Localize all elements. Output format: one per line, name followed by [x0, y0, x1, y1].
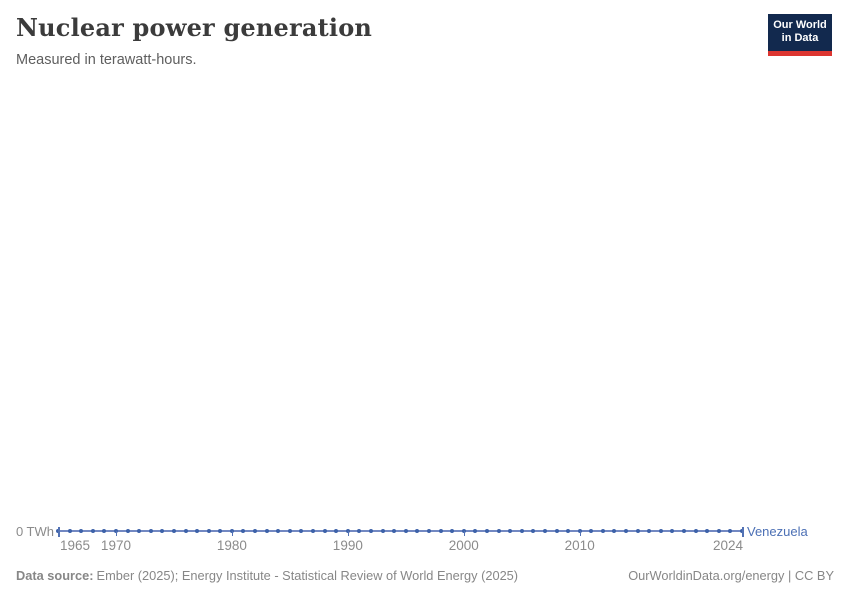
- data-point[interactable]: [670, 529, 675, 533]
- data-point[interactable]: [206, 529, 211, 533]
- x-axis-label-2000: 2000: [448, 538, 479, 553]
- data-point[interactable]: [171, 529, 176, 533]
- data-point[interactable]: [67, 529, 72, 533]
- x-axis-label-1980: 1980: [216, 538, 247, 553]
- data-point[interactable]: [624, 529, 629, 533]
- data-point[interactable]: [589, 529, 594, 533]
- chart-footer: Data source: Ember (2025); Energy Institu…: [16, 568, 834, 583]
- data-point[interactable]: [635, 529, 640, 533]
- data-point[interactable]: [137, 529, 142, 533]
- data-point[interactable]: [438, 529, 443, 533]
- x-axis-tick: [742, 527, 744, 537]
- data-point[interactable]: [612, 529, 617, 533]
- data-point[interactable]: [716, 529, 721, 533]
- data-point[interactable]: [705, 529, 710, 533]
- chart-title: Nuclear power generation: [16, 13, 373, 42]
- data-source-text: Ember (2025); Energy Institute - Statist…: [96, 568, 519, 583]
- data-point[interactable]: [322, 529, 327, 533]
- data-point[interactable]: [693, 529, 698, 533]
- owid-logo[interactable]: Our World in Data: [768, 14, 832, 56]
- x-axis-label-2024: 2024: [712, 538, 743, 553]
- owid-logo-line1: Our World: [773, 19, 827, 31]
- data-point[interactable]: [484, 529, 489, 533]
- x-axis-tick: [579, 531, 581, 536]
- data-point[interactable]: [542, 529, 547, 533]
- x-axis-label-1990: 1990: [332, 538, 363, 553]
- data-point[interactable]: [287, 529, 292, 533]
- data-point[interactable]: [264, 529, 269, 533]
- data-point[interactable]: [647, 529, 652, 533]
- data-point[interactable]: [369, 529, 374, 533]
- data-point[interactable]: [508, 529, 513, 533]
- data-point[interactable]: [496, 529, 501, 533]
- data-point[interactable]: [682, 529, 687, 533]
- data-point[interactable]: [658, 529, 663, 533]
- series-label-venezuela[interactable]: Venezuela: [747, 524, 808, 539]
- data-point[interactable]: [253, 529, 258, 533]
- data-point[interactable]: [160, 529, 165, 533]
- data-point[interactable]: [600, 529, 605, 533]
- data-point[interactable]: [554, 529, 559, 533]
- x-axis-tick: [58, 527, 60, 537]
- data-point[interactable]: [183, 529, 188, 533]
- data-point[interactable]: [218, 529, 223, 533]
- data-point[interactable]: [276, 529, 281, 533]
- x-axis-label-1970: 1970: [100, 538, 131, 553]
- data-point[interactable]: [403, 529, 408, 533]
- data-point[interactable]: [357, 529, 362, 533]
- attribution-link[interactable]: OurWorldinData.org/energy | CC BY: [628, 568, 834, 583]
- data-point[interactable]: [79, 529, 84, 533]
- data-point[interactable]: [102, 529, 107, 533]
- data-point[interactable]: [473, 529, 478, 533]
- data-point[interactable]: [241, 529, 246, 533]
- chart-subtitle: Measured in terawatt-hours.: [16, 52, 197, 68]
- x-axis-tick: [115, 531, 117, 536]
- data-source-label: Data source:: [16, 568, 94, 583]
- x-axis-tick: [463, 531, 465, 536]
- data-point[interactable]: [450, 529, 455, 533]
- data-point[interactable]: [531, 529, 536, 533]
- data-point[interactable]: [125, 529, 130, 533]
- data-point[interactable]: [728, 529, 733, 533]
- data-point[interactable]: [90, 529, 95, 533]
- x-axis-label-1965: 1965: [60, 538, 91, 553]
- data-point[interactable]: [519, 529, 524, 533]
- data-source-note: Data source: Ember (2025); Energy Institu…: [16, 568, 518, 583]
- owid-logo-line2: in Data: [781, 32, 819, 44]
- data-point[interactable]: [566, 529, 571, 533]
- data-point[interactable]: [415, 529, 420, 533]
- data-point[interactable]: [392, 529, 397, 533]
- data-point[interactable]: [426, 529, 431, 533]
- data-point[interactable]: [148, 529, 153, 533]
- x-axis-label-2010: 2010: [564, 538, 595, 553]
- data-point[interactable]: [334, 529, 339, 533]
- data-point[interactable]: [380, 529, 385, 533]
- x-axis-tick: [231, 531, 233, 536]
- x-axis-tick: [347, 531, 349, 536]
- zero-value-line: [58, 530, 742, 532]
- data-point[interactable]: [299, 529, 304, 533]
- y-axis-zero-label: 0 TWh: [15, 524, 54, 539]
- data-point[interactable]: [311, 529, 316, 533]
- data-point[interactable]: [195, 529, 200, 533]
